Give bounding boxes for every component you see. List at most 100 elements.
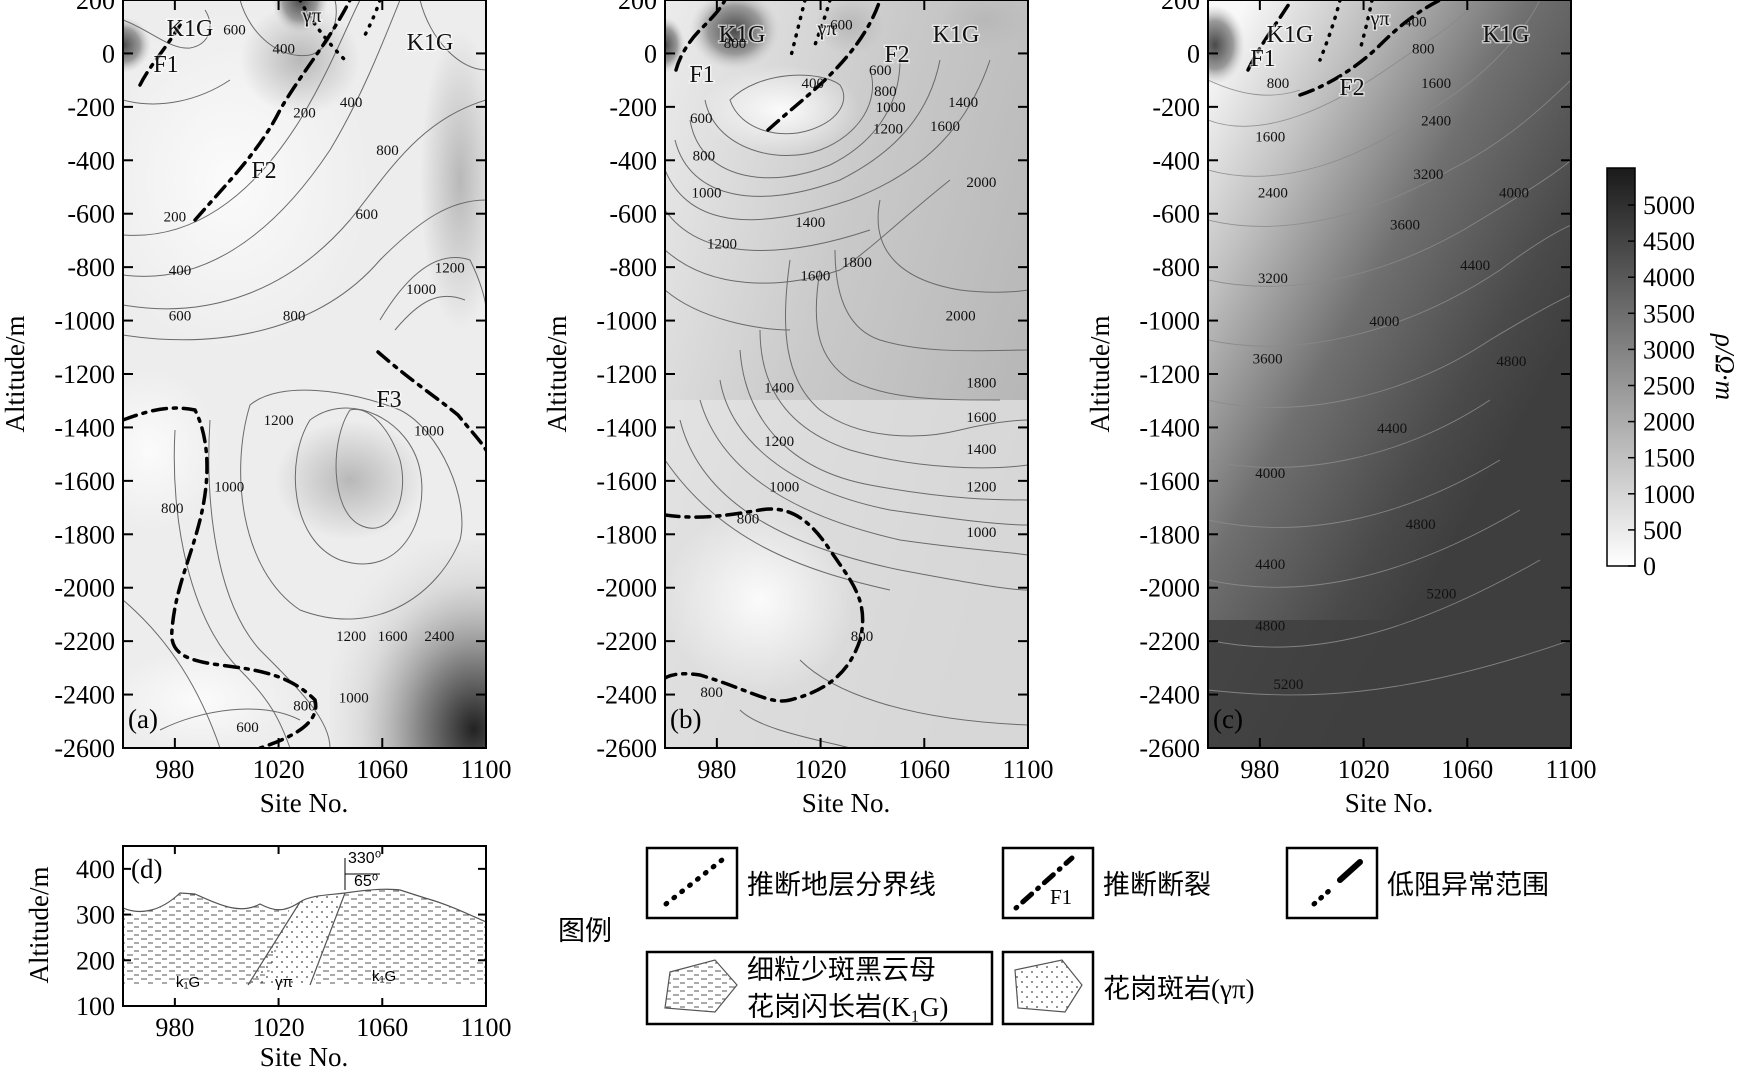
panel-d-k1g-left bbox=[123, 893, 292, 985]
panel-b-strata-lines bbox=[788, 0, 832, 62]
colorbar: 0 500 1000 1500 2000 2500 3000 3500 4000 4500 5000… bbox=[1606, 167, 1740, 581]
y-tick-label: -1400 bbox=[1139, 413, 1200, 442]
contour-label: 3200 bbox=[1258, 271, 1288, 287]
map-annotation: F1 bbox=[1250, 46, 1275, 72]
x-tick-label: 1100 bbox=[460, 755, 511, 784]
y-tick-label: -2000 bbox=[54, 574, 115, 603]
panel-c-fault-f2 bbox=[1298, 0, 1442, 97]
y-tick-label: -1400 bbox=[54, 413, 115, 442]
y-tick-label: -1000 bbox=[54, 307, 115, 336]
y-tick-label: -200 bbox=[67, 93, 115, 122]
y-tick-label: -2200 bbox=[54, 627, 115, 656]
panel-c-label: (c) bbox=[1213, 704, 1243, 734]
legend-item-label: 推断地层分界线 bbox=[747, 870, 936, 900]
x-tick-label: 1020 bbox=[1338, 755, 1390, 784]
contour-label: 800 bbox=[737, 512, 760, 528]
panel-a-ylabel: Altitude/m bbox=[0, 316, 30, 433]
contour-label: 1800 bbox=[842, 255, 872, 271]
contour-label: 1000 bbox=[769, 480, 799, 496]
panel-b-contour-labels: 6008004006008001000120014001600200060080… bbox=[690, 17, 996, 701]
y-tick-label: -1800 bbox=[54, 520, 115, 549]
contour-label: 1200 bbox=[707, 236, 737, 252]
panel-b-boundary-lines bbox=[665, 0, 882, 703]
contour-label: 4400 bbox=[1255, 557, 1285, 573]
colorbar-label: ρ/Ω·m bbox=[1710, 333, 1740, 400]
contour-label: 1600 bbox=[800, 269, 830, 285]
x-tick-label: 1100 bbox=[460, 1013, 511, 1042]
y-tick-label: -1800 bbox=[596, 520, 657, 549]
contour-label: 800 bbox=[693, 148, 716, 164]
panel-a-label: (a) bbox=[128, 704, 158, 734]
x-tick-label: 980 bbox=[155, 1013, 194, 1042]
colorbar-tick-label: 2500 bbox=[1643, 372, 1695, 401]
panel-c-contour-labels: 400 800 800 1600 2400 1600 2400 3200 3600 4000 320… bbox=[1253, 15, 1529, 694]
y-tick-label: -600 bbox=[1152, 200, 1200, 229]
contour-label: 4400 bbox=[1460, 258, 1490, 274]
panel-b-fault-f2 bbox=[766, 0, 882, 132]
colorbar-tick-label: 0 bbox=[1643, 552, 1656, 581]
contour-label: 600 bbox=[236, 720, 259, 736]
panel-a-xlabel: Site No. bbox=[260, 788, 349, 818]
contour-label: 1200 bbox=[966, 480, 996, 496]
map-annotation: F1 bbox=[153, 52, 178, 78]
y-tick-label: -2400 bbox=[54, 681, 115, 710]
contour-label: 800 bbox=[724, 36, 747, 52]
panel-d-rock-label: k₁G bbox=[372, 968, 396, 985]
contour-label: 800 bbox=[376, 143, 399, 159]
contour-label: 4800 bbox=[1496, 354, 1526, 370]
stratum-boundary-icon bbox=[663, 857, 725, 907]
map-annotation: K1G bbox=[933, 22, 980, 48]
contour-label: 1000 bbox=[876, 100, 906, 116]
x-tick-label: 1060 bbox=[1441, 755, 1493, 784]
colorbar-gradient bbox=[1606, 167, 1636, 567]
contour-label: 400 bbox=[169, 263, 192, 279]
contour-label: 1800 bbox=[966, 375, 996, 391]
panel-d-attitude-symbol bbox=[344, 858, 380, 890]
panel-b-axes: 2000-200-400-600-800-1000-1200-1400-1600… bbox=[596, 0, 1054, 784]
contour-label: 4800 bbox=[1255, 618, 1285, 634]
panel-c-ylabel: Altitude/m bbox=[1085, 316, 1115, 433]
y-tick-label: -1400 bbox=[596, 413, 657, 442]
colorbar-tick-label: 1000 bbox=[1643, 480, 1695, 509]
contour-label: 4800 bbox=[1406, 517, 1436, 533]
contour-label: 800 bbox=[283, 309, 306, 325]
contour-label: 1400 bbox=[795, 215, 825, 231]
contour-label: 1200 bbox=[264, 413, 294, 429]
contour-label: 200 bbox=[293, 106, 316, 122]
map-annotation: K1G bbox=[719, 22, 766, 48]
panel-d-axes: 400 300 200 100 980 1020 1060 1100 bbox=[76, 846, 512, 1042]
y-tick-label: 300 bbox=[76, 901, 115, 930]
panel-c-left-high-resistivity bbox=[1208, 5, 1245, 85]
contour-label: 2000 bbox=[966, 175, 996, 191]
contour-label: 1600 bbox=[1421, 76, 1451, 92]
panel-a-deep-high-resistivity bbox=[330, 540, 486, 748]
y-tick-label: 400 bbox=[76, 855, 115, 884]
colorbar-tick-label: 3500 bbox=[1643, 299, 1695, 328]
panel-b-fault-f1 bbox=[674, 0, 727, 72]
panel-a-strata-lines bbox=[298, 0, 382, 62]
granodiorite-icon bbox=[664, 959, 738, 1013]
colorbar-tick-label: 4500 bbox=[1643, 227, 1695, 256]
panel-c-boundary-lines bbox=[1246, 0, 1442, 97]
contour-label: 2400 bbox=[1421, 114, 1451, 130]
panel-d-contact bbox=[309, 892, 346, 986]
x-tick-label: 1020 bbox=[253, 755, 305, 784]
panel-d-xlabel: Site No. bbox=[260, 1042, 349, 1070]
y-tick-label: -2600 bbox=[54, 734, 115, 763]
legend-item-label: 花岗斑岩(γπ) bbox=[1103, 974, 1255, 1004]
contour-label: 1000 bbox=[406, 282, 436, 298]
low-resistivity-icon bbox=[1311, 887, 1333, 907]
contour-label: 800 bbox=[874, 84, 897, 100]
contour-label: 800 bbox=[161, 501, 184, 517]
contour-label: 1000 bbox=[339, 691, 369, 707]
contour-label: 1200 bbox=[336, 629, 366, 645]
legend-item-label: 推断断裂 bbox=[1103, 870, 1211, 900]
legend-item-label: 低阻异常范围 bbox=[1387, 870, 1549, 900]
contour-label: 600 bbox=[355, 207, 378, 223]
panel-a-top-high-resistivity bbox=[272, 0, 328, 34]
map-annotation: K1G bbox=[167, 16, 214, 42]
